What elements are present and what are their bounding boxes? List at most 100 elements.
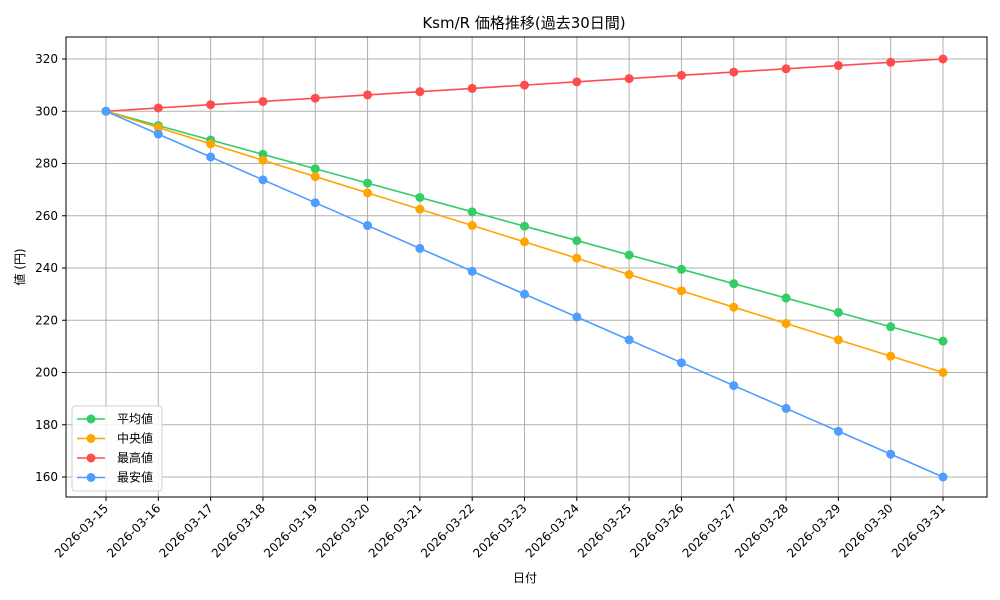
grid-lines (66, 37, 987, 497)
y-tick-label: 200 (35, 366, 58, 380)
data-point (415, 87, 425, 97)
data-point (886, 351, 896, 361)
data-point (415, 192, 425, 202)
x-tick-label: 2026-03-21 (366, 501, 425, 560)
y-tick-label: 180 (35, 418, 58, 432)
data-point (781, 319, 791, 329)
data-point (676, 70, 686, 80)
data-point (520, 221, 529, 231)
data-point (153, 129, 163, 139)
data-point (729, 67, 739, 77)
data-point (938, 472, 948, 482)
legend-marker (86, 453, 96, 463)
data-point (938, 368, 948, 377)
data-point (938, 54, 948, 64)
legend-marker (86, 434, 96, 443)
data-point (467, 221, 477, 231)
x-tick-label: 2026-03-26 (627, 501, 686, 560)
data-point (572, 253, 582, 263)
data-point (729, 302, 739, 312)
data-point (206, 139, 216, 149)
x-tick-label: 2026-03-19 (261, 501, 320, 560)
x-tick-label: 2026-03-27 (680, 501, 739, 560)
data-point (310, 198, 320, 208)
y-tick-label: 300 (35, 104, 58, 118)
x-tick-label: 2026-03-15 (52, 501, 111, 560)
data-point (310, 164, 320, 174)
legend-box (71, 405, 163, 492)
data-point (833, 335, 843, 345)
x-tick-label: 2026-03-24 (523, 501, 582, 560)
data-point (572, 77, 582, 87)
data-point (467, 207, 477, 217)
x-tick-label: 2026-03-17 (157, 501, 216, 560)
data-point (886, 57, 896, 67)
data-point (624, 250, 634, 260)
x-tick-label: 2026-03-25 (575, 501, 634, 560)
data-point (572, 312, 582, 322)
data-point (415, 243, 425, 253)
data-point (415, 204, 425, 214)
data-point (258, 96, 268, 106)
data-point (781, 293, 791, 303)
y-axis-ticks: 160 180 200 220 240 260 280 300 320 (35, 52, 66, 484)
x-tick-label: 2026-03-30 (837, 501, 896, 560)
y-tick-label: 260 (35, 209, 58, 223)
data-point (781, 64, 791, 74)
legend-label: 中央値 (117, 431, 153, 446)
data-point (624, 270, 634, 280)
plot-frame (65, 36, 988, 498)
data-point (363, 178, 373, 188)
y-tick-label: 220 (35, 313, 58, 327)
data-point (729, 279, 739, 289)
chart-title: Ksm/R 価格推移(過去30日間) (422, 14, 625, 32)
x-tick-label: 2026-03-18 (209, 501, 268, 560)
data-point (833, 426, 843, 436)
data-point (729, 381, 739, 391)
x-tick-label: 2026-03-16 (104, 501, 163, 560)
data-point (258, 175, 268, 185)
data-point (520, 237, 529, 247)
data-point (467, 83, 477, 93)
x-tick-label: 2026-03-23 (470, 501, 529, 560)
data-point (938, 336, 948, 346)
y-tick-label: 160 (35, 470, 58, 484)
x-axis-ticks: 2026-03-152026-03-162026-03-172026-03-18… (52, 497, 948, 560)
legend-marker (86, 414, 96, 424)
data-point (153, 103, 163, 113)
legend-label: 最高値 (117, 450, 153, 465)
y-tick-label: 240 (35, 261, 58, 275)
data-point (258, 155, 268, 165)
series-lines (101, 54, 948, 482)
data-point (833, 61, 843, 71)
x-axis-label: 日付 (513, 571, 537, 585)
legend-label: 平均値 (117, 411, 153, 426)
data-point (886, 322, 896, 332)
data-point (310, 172, 320, 182)
x-tick-label: 2026-03-22 (418, 501, 477, 560)
data-point (520, 80, 529, 90)
data-point (624, 335, 634, 345)
y-tick-label: 320 (35, 52, 58, 66)
data-point (363, 221, 373, 231)
x-tick-label: 2026-03-29 (784, 501, 843, 560)
x-tick-label: 2026-03-31 (889, 501, 948, 560)
legend-marker (86, 473, 96, 482)
data-point (206, 152, 216, 162)
data-point (781, 403, 791, 413)
data-point (153, 123, 163, 133)
data-point (363, 90, 373, 100)
x-tick-label: 2026-03-28 (732, 501, 791, 560)
data-point (520, 289, 529, 299)
data-point (572, 236, 582, 246)
data-point (206, 100, 216, 110)
data-point (624, 74, 634, 84)
x-tick-label: 2026-03-20 (313, 501, 372, 560)
data-point (101, 106, 111, 116)
y-axis-label: 値 (円) (12, 248, 27, 285)
data-point (467, 266, 477, 276)
data-point (676, 286, 686, 296)
data-point (886, 449, 896, 459)
